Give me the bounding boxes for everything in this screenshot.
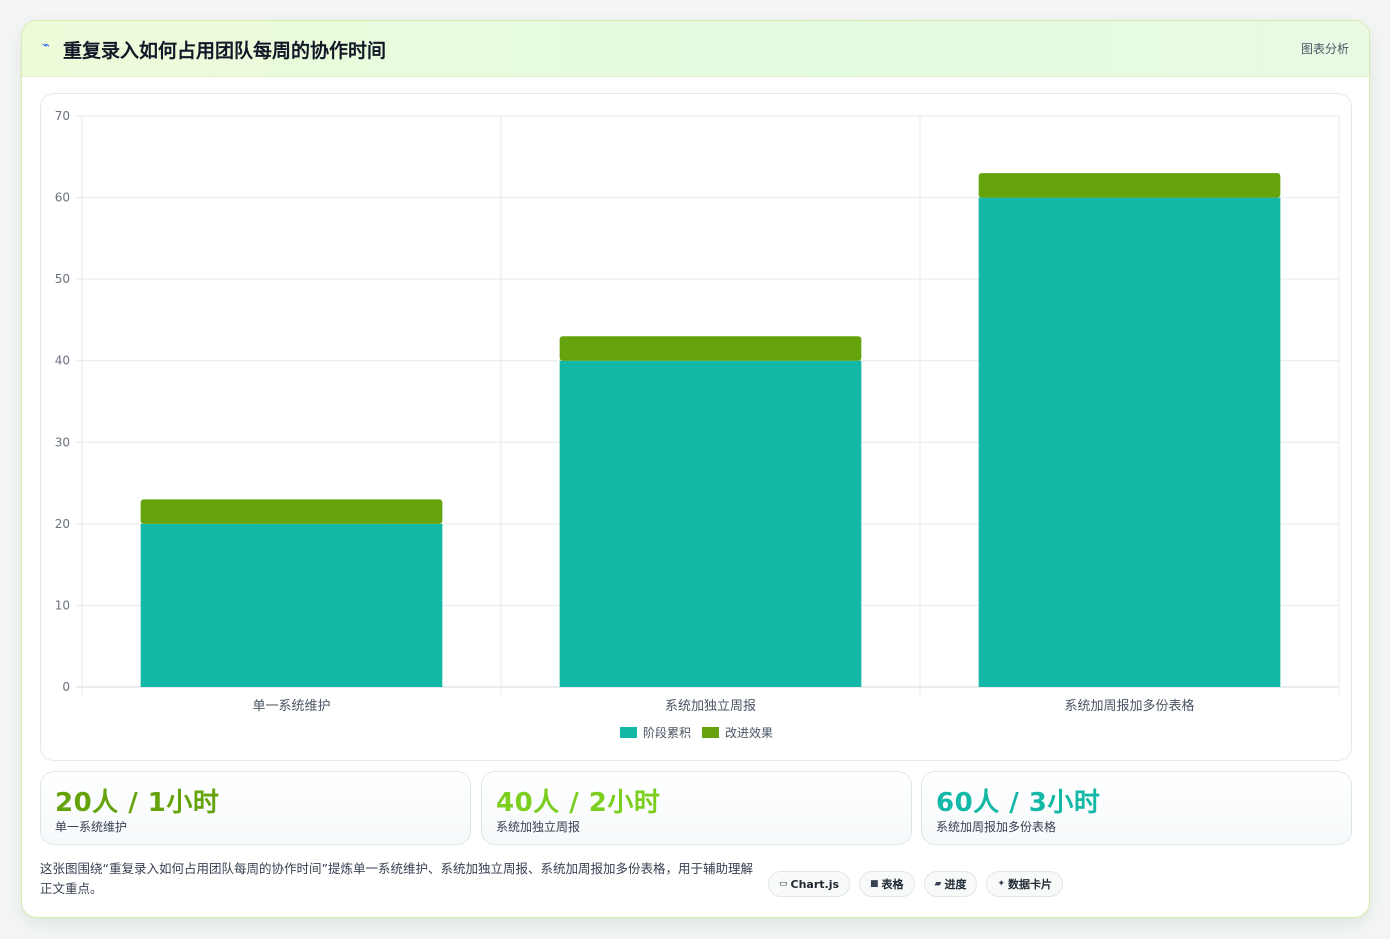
chip-label: 数据卡片 — [1008, 878, 1053, 891]
chart-card: ⌁ 重复录入如何占用团队每周的协作时间 图表分析 0 10 20 30 40 50 60 70… — [21, 20, 1370, 918]
stat-label: 系统加独立周报 — [496, 820, 581, 834]
chart-description: 这张图围绕“重复录入如何占用团队每周的协作时间”提炼单一系统维护、系统加独立周报… — [40, 861, 753, 896]
x-tick-label: 单一系统维护 — [252, 699, 330, 714]
sparkle-icon: ✦ — [997, 879, 1006, 889]
y-tick-label: 0 — [62, 680, 70, 694]
chip-label: 表格 — [881, 878, 904, 891]
bar-segment — [559, 360, 862, 687]
legend-swatch — [620, 727, 637, 738]
stat-value: 60人 / 3小时 — [936, 788, 1101, 818]
stacked-bar-chart: 0 10 20 30 40 50 60 70 单一系统维护 系统加独立周报 系统加周报加多份表格阶段… — [55, 109, 1340, 740]
progress-icon: ▰ — [934, 879, 942, 889]
bar-segment — [978, 173, 1281, 198]
page-title: 重复录入如何占用团队每周的协作时间 — [63, 40, 387, 62]
y-tick-label: 50 — [55, 272, 70, 286]
stat-card-3: 60人 / 3小时 系统加周报加多份表格 — [921, 771, 1352, 845]
legend-label: 改进效果 — [725, 725, 773, 740]
chip-progress[interactable]: ▰ 进度 — [923, 871, 978, 897]
chip-list: ▭ Chart.js ■ 表格 ▰ 进度 ✦ 数据卡片 — [768, 871, 1064, 897]
bar-segment — [978, 197, 1281, 688]
chip-data-card[interactable]: ✦ 数据卡片 — [986, 871, 1064, 897]
bar-segment — [140, 523, 443, 687]
chip-table[interactable]: ■ 表格 — [859, 871, 915, 897]
y-tick-label: 60 — [55, 191, 70, 205]
x-tick-label: 系统加周报加多份表格 — [1064, 698, 1194, 714]
bar-segment — [140, 499, 443, 524]
y-tick-label: 10 — [55, 598, 70, 612]
x-tick-label: 系统加独立周报 — [665, 699, 756, 714]
stat-label: 单一系统维护 — [55, 820, 128, 834]
card-header: ⌁ 重复录入如何占用团队每周的协作时间 图表分析 — [22, 21, 1369, 77]
pulse-icon: ⌁ — [42, 38, 50, 53]
y-tick-label: 30 — [55, 435, 70, 449]
bar-segment — [559, 336, 862, 361]
legend-label: 阶段累积 — [643, 725, 691, 740]
chart-icon: ▭ — [779, 879, 788, 889]
header-tag: 图表分析 — [1300, 42, 1349, 56]
legend-swatch — [702, 727, 719, 738]
stat-card-1: 20人 / 1小时 单一系统维护 — [40, 771, 471, 845]
chip-label: Chart.js — [790, 877, 840, 891]
y-tick-label: 40 — [55, 354, 70, 368]
y-tick-label: 20 — [55, 517, 70, 531]
chart-panel: 0 10 20 30 40 50 60 70 单一系统维护 系统加独立周报 系统加周报加多份表格阶段… — [40, 93, 1352, 761]
chip-chartjs[interactable]: ▭ Chart.js — [768, 871, 851, 897]
stat-card-2: 40人 / 2小时 系统加独立周报 — [481, 771, 912, 845]
chip-label: 进度 — [944, 878, 967, 891]
stat-value: 40人 / 2小时 — [496, 788, 661, 818]
stat-label: 系统加周报加多份表格 — [936, 820, 1057, 834]
stat-value: 20人 / 1小时 — [55, 788, 220, 818]
table-icon: ■ — [870, 879, 879, 889]
y-tick-label: 70 — [55, 109, 70, 123]
